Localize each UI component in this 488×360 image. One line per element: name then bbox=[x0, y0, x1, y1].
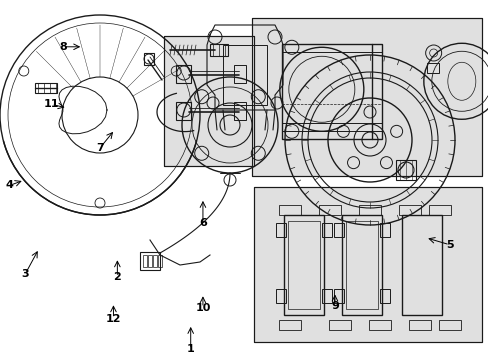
Bar bbox=[322, 289, 332, 303]
Bar bbox=[438, 320, 460, 330]
Bar bbox=[380, 289, 389, 303]
Bar bbox=[408, 320, 430, 330]
Bar bbox=[176, 102, 190, 120]
Bar bbox=[140, 252, 160, 270]
Bar bbox=[346, 221, 378, 309]
Bar bbox=[251, 18, 481, 176]
Bar bbox=[342, 215, 382, 315]
Text: 4: 4 bbox=[6, 180, 14, 190]
Bar bbox=[251, 18, 481, 176]
Bar bbox=[428, 205, 450, 215]
Bar bbox=[426, 63, 438, 73]
Bar bbox=[279, 320, 301, 330]
Bar bbox=[276, 222, 285, 237]
Bar bbox=[176, 65, 190, 83]
Text: 8: 8 bbox=[60, 42, 67, 52]
Bar bbox=[163, 36, 254, 166]
Bar bbox=[35, 83, 57, 93]
Text: 7: 7 bbox=[96, 143, 104, 153]
Text: 1: 1 bbox=[186, 344, 194, 354]
Text: 12: 12 bbox=[105, 314, 121, 324]
Bar bbox=[281, 123, 381, 131]
Bar bbox=[163, 36, 254, 166]
Bar bbox=[142, 255, 147, 267]
Bar bbox=[279, 205, 301, 215]
Bar bbox=[143, 53, 154, 65]
Bar bbox=[334, 222, 344, 237]
Text: 6: 6 bbox=[199, 218, 206, 228]
Bar bbox=[209, 44, 227, 56]
Text: 5: 5 bbox=[445, 240, 453, 250]
Bar bbox=[281, 44, 381, 139]
Bar bbox=[153, 255, 157, 267]
Bar bbox=[395, 160, 415, 180]
Bar bbox=[322, 222, 332, 237]
Bar bbox=[334, 289, 344, 303]
Bar bbox=[254, 187, 481, 342]
Bar bbox=[281, 44, 381, 52]
Bar bbox=[328, 320, 350, 330]
Text: 3: 3 bbox=[21, 269, 29, 279]
Bar bbox=[288, 221, 320, 309]
Bar bbox=[380, 222, 389, 237]
Bar bbox=[359, 205, 381, 215]
Bar bbox=[399, 205, 421, 215]
Text: 9: 9 bbox=[330, 301, 338, 311]
Bar bbox=[276, 289, 285, 303]
Bar bbox=[148, 255, 152, 267]
Text: 2: 2 bbox=[113, 272, 121, 282]
Text: 10: 10 bbox=[195, 303, 210, 313]
Bar bbox=[368, 320, 390, 330]
Bar bbox=[234, 102, 246, 120]
Bar bbox=[402, 215, 441, 315]
Bar bbox=[158, 255, 162, 267]
Bar bbox=[254, 187, 481, 342]
Bar bbox=[284, 215, 324, 315]
Bar bbox=[234, 65, 246, 83]
Text: 11: 11 bbox=[43, 99, 59, 109]
Bar bbox=[319, 205, 341, 215]
Bar bbox=[223, 45, 266, 105]
